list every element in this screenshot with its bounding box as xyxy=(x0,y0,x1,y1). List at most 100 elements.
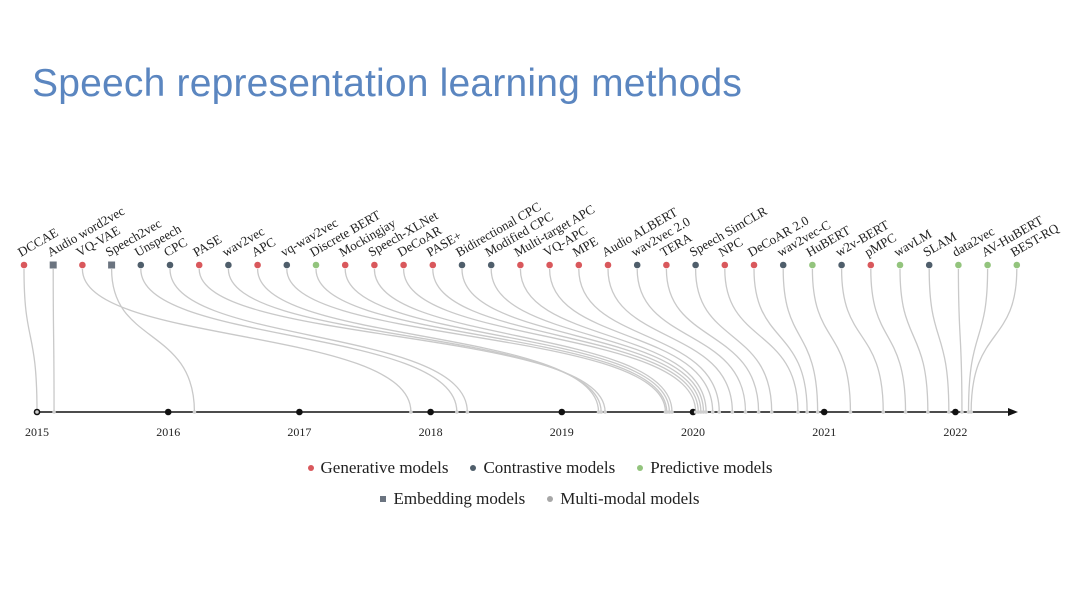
method-date-dot xyxy=(603,410,607,414)
year-label: 2016 xyxy=(156,425,180,439)
connector-curve xyxy=(23,268,38,413)
connector-curve xyxy=(957,268,963,413)
connector-curve xyxy=(519,268,707,413)
method-marker xyxy=(254,261,261,269)
method-date-dot xyxy=(693,410,698,414)
connector-curve xyxy=(315,268,668,413)
connector-curve xyxy=(578,268,720,413)
method-date-dot xyxy=(701,410,706,414)
method-marker xyxy=(108,261,116,269)
method-marker xyxy=(371,261,378,269)
method-markers xyxy=(20,261,1021,269)
method-marker xyxy=(400,261,407,269)
method-marker xyxy=(575,261,583,269)
method-marker xyxy=(487,261,495,269)
method-date-dot xyxy=(796,410,800,414)
connector-curve xyxy=(140,268,458,413)
method-date-dot xyxy=(947,410,951,414)
method-marker xyxy=(166,261,174,269)
connector-curve xyxy=(432,268,699,413)
connector-curve xyxy=(636,268,747,413)
method-marker xyxy=(838,261,845,269)
connector-curve xyxy=(870,268,907,413)
method-marker xyxy=(341,261,349,269)
connector-curve xyxy=(461,268,702,413)
connector-curve xyxy=(724,268,799,413)
year-label: 2015 xyxy=(25,425,49,439)
connector-curve xyxy=(970,268,1018,413)
method-date-dot xyxy=(192,410,197,414)
method-marker xyxy=(809,261,816,269)
connector-curve xyxy=(665,268,760,413)
method-marker xyxy=(517,261,524,269)
method-date-dot xyxy=(35,410,39,414)
method-date-dot xyxy=(815,410,820,414)
year-label: 2022 xyxy=(943,425,967,439)
method-marker xyxy=(195,261,203,269)
year-tick xyxy=(427,408,434,416)
timeline-arrow-icon xyxy=(1008,408,1018,416)
connector-curve xyxy=(548,268,714,413)
legend-item-contrastive: Contrastive models xyxy=(470,458,615,478)
method-date-dot xyxy=(699,410,703,414)
legend-item-multimodal: Multi-modal models xyxy=(547,489,700,509)
method-date-dot xyxy=(730,410,735,414)
method-marker xyxy=(458,261,466,269)
legend-label: Predictive models xyxy=(650,458,773,477)
method-marker xyxy=(312,261,320,269)
legend-label: Contrastive models xyxy=(483,458,616,477)
connector-curve xyxy=(490,268,705,413)
method-marker xyxy=(79,261,86,269)
legend-item-predictive: Predictive models xyxy=(637,458,772,478)
connector-curve xyxy=(811,268,852,413)
year-tick xyxy=(558,408,566,416)
method-marker xyxy=(604,261,612,269)
connector-curve xyxy=(694,268,773,413)
year-tick xyxy=(689,408,697,416)
method-date-dot xyxy=(960,410,964,414)
method-marker xyxy=(984,261,991,269)
connector-curve xyxy=(198,268,606,413)
method-date-dot xyxy=(465,410,470,414)
legend-marker-icon xyxy=(637,465,644,471)
year-label: 2019 xyxy=(550,425,574,439)
method-date-dot xyxy=(670,410,674,414)
connector-curve xyxy=(753,268,808,413)
method-marker xyxy=(633,261,641,269)
connector-curve xyxy=(110,268,196,413)
connector-curve xyxy=(928,268,950,413)
method-date-dot xyxy=(667,410,672,414)
connector-curve xyxy=(373,268,673,413)
method-marker xyxy=(721,261,729,269)
legend-label: Embedding models xyxy=(393,489,526,508)
method-marker xyxy=(750,261,758,269)
method-date-dot xyxy=(756,410,761,414)
connector-curve xyxy=(286,268,667,413)
connector-curve xyxy=(967,268,989,413)
legend-marker-icon xyxy=(470,465,477,471)
method-date-dot xyxy=(599,410,603,414)
year-label: 2021 xyxy=(812,425,836,439)
connector-curve xyxy=(81,268,412,413)
method-date-dot xyxy=(710,410,715,414)
method-date-dot xyxy=(743,410,748,414)
year-tick xyxy=(820,408,828,416)
connector-curve xyxy=(840,268,884,413)
method-label: PASE xyxy=(190,231,224,259)
method-date-dot xyxy=(455,410,459,414)
legend-marker-icon xyxy=(380,496,387,502)
connector-curve xyxy=(227,268,602,413)
connector-curve xyxy=(402,268,697,413)
connector-curves xyxy=(23,268,1018,413)
year-tick xyxy=(164,408,172,416)
method-marker xyxy=(692,261,699,269)
method-date-dot xyxy=(926,410,930,414)
year-label: 2017 xyxy=(287,425,311,439)
method-marker xyxy=(137,261,145,269)
method-marker xyxy=(1013,261,1021,269)
connector-curve xyxy=(256,268,600,413)
legend-marker-icon xyxy=(307,465,314,471)
method-date-dot xyxy=(696,410,701,414)
